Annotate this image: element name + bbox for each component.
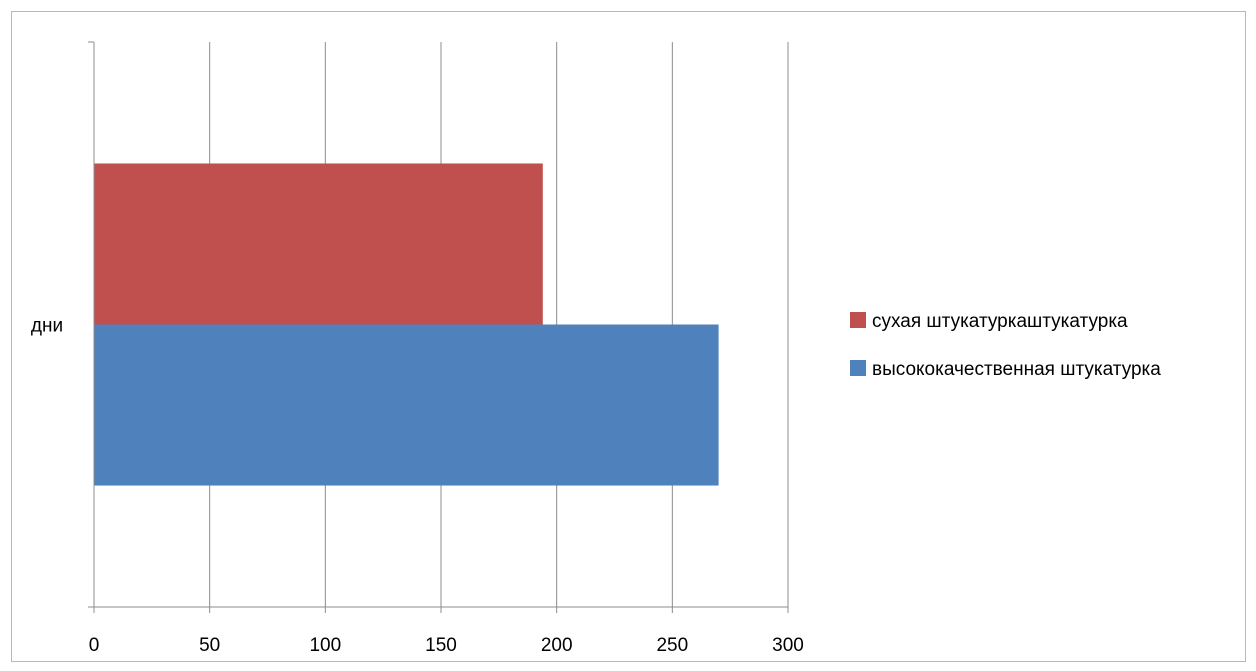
legend-label-0: сухая штукатуркаштукатурка	[872, 311, 1128, 332]
bar-1-0	[94, 324, 719, 486]
category-label-0: дни	[31, 316, 63, 337]
axes: 0 50 100 150 200 250 300 дни	[31, 41, 804, 656]
x-tick-label-2: 100	[309, 635, 341, 656]
bars	[94, 163, 719, 486]
x-tick-label-5: 250	[656, 635, 688, 656]
legend-label-1: высококачественная штукатурка	[872, 359, 1161, 380]
legend: сухая штукатуркаштукатурка высококачестве…	[850, 311, 1161, 380]
x-tick-label-4: 200	[541, 635, 573, 656]
x-tick-label-1: 50	[199, 635, 220, 656]
x-tick-label-0: 0	[89, 635, 100, 656]
legend-swatch-1	[850, 360, 866, 376]
x-tick-label-3: 150	[425, 635, 457, 656]
legend-swatch-0	[850, 312, 866, 328]
bar-0-0	[94, 163, 543, 325]
x-tick-label-6: 300	[772, 635, 804, 656]
